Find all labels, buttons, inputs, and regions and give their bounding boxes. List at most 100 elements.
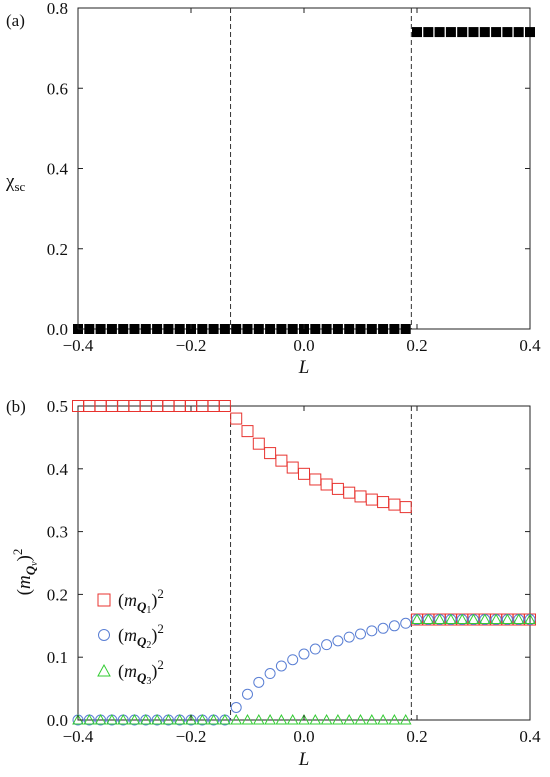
point-b-s2-25 (354, 713, 367, 725)
point-b-s2-15 (241, 713, 254, 725)
ytick-label: 0.2 (47, 240, 68, 259)
point-b-s1-23 (332, 635, 344, 647)
point-b-s1-17 (264, 668, 276, 680)
point-b-s2-12 (207, 713, 220, 725)
point-b-s2-32 (433, 613, 446, 625)
point-a-s0-31 (423, 27, 434, 38)
point-a-s0-30 (412, 27, 422, 38)
point-b-s2-33 (445, 613, 457, 625)
ytick-label: 0.0 (47, 320, 68, 339)
point-a-s0-2 (95, 324, 106, 334)
point-b-s2-22 (320, 713, 333, 725)
legend-label-2: (mQ3)2 (118, 657, 164, 687)
point-a-s0-1 (84, 324, 95, 334)
point-b-s2-9 (173, 713, 186, 725)
point-b-s2-26 (365, 713, 378, 725)
point-b-s0-23 (331, 482, 344, 495)
panel-b-ylabel-text: (mQν)2 (10, 549, 40, 596)
point-b-s2-1 (83, 713, 96, 725)
point-b-s2-13 (219, 713, 231, 725)
panel-b-marks (72, 400, 536, 726)
point-a-s0-38 (502, 27, 513, 38)
panel-a-ylabel-chi: χ (5, 171, 15, 192)
point-b-s2-24 (343, 713, 356, 725)
point-b-s2-29 (399, 713, 412, 725)
point-b-s0-26 (365, 493, 378, 506)
point-a-s0-32 (434, 27, 445, 38)
point-a-s0-34 (457, 27, 468, 38)
panel-a: (a) −0.4 −0.2 0.0 0.2 0.4 0.0 0.2 0.4 0.6 0.8 L χ… (5, 0, 541, 378)
point-b-s2-30 (411, 613, 423, 625)
xtick-label: −0.2 (176, 727, 207, 746)
point-a-s0-26 (366, 324, 377, 334)
panel-a-vlines (230, 8, 412, 329)
point-b-s0-17 (264, 447, 277, 460)
panel-a-ticks: −0.4 −0.2 0.0 0.2 0.4 0.0 0.2 0.4 0.6 0.8 (47, 0, 541, 355)
xtick-label: 0.2 (406, 727, 427, 746)
point-a-s0-15 (242, 324, 253, 334)
point-b-s2-8 (162, 713, 175, 725)
point-a-s0-37 (491, 27, 502, 38)
point-b-s0-28 (388, 498, 401, 511)
point-b-s2-17 (264, 713, 276, 725)
point-b-s0-24 (343, 486, 356, 499)
xtick-label: −0.4 (63, 336, 94, 355)
point-a-s0-23 (332, 324, 343, 334)
point-b-s1-15 (242, 688, 253, 700)
xtick-label: −0.2 (176, 336, 207, 355)
xtick-label: 0.0 (293, 336, 314, 355)
point-b-s2-7 (151, 713, 163, 725)
legend-marker-0 (97, 593, 111, 607)
panel-a-ylabel-text: χsc (5, 171, 25, 194)
panel-b-xlabel: L (298, 749, 310, 770)
point-b-s2-18 (275, 713, 288, 725)
point-a-s0-11 (197, 324, 208, 334)
point-b-s0-15 (241, 425, 254, 438)
point-b-s1-21 (309, 643, 321, 655)
point-a-s0-9 (174, 324, 185, 334)
point-b-s2-40 (524, 613, 536, 625)
point-b-s1-18 (275, 660, 287, 672)
point-a-s0-8 (163, 324, 174, 334)
panel-a-xlabel: L (298, 357, 310, 378)
point-b-s1-25 (355, 628, 366, 640)
point-b-s2-14 (230, 713, 243, 725)
point-b-s0-16 (252, 437, 265, 450)
point-a-s0-12 (208, 324, 219, 334)
point-b-s1-22 (321, 639, 333, 651)
xtick-label: 0.4 (519, 727, 541, 746)
point-b-s1-24 (343, 631, 355, 643)
point-b-s2-34 (456, 613, 469, 625)
point-b-s2-36 (478, 613, 491, 625)
point-a-s0-39 (513, 27, 524, 38)
point-b-s2-4 (117, 713, 130, 725)
point-b-s1-19 (287, 654, 299, 666)
point-a-s0-17 (265, 324, 276, 334)
point-b-s0-20 (298, 467, 310, 480)
point-b-s1-28 (388, 620, 400, 632)
point-b-s2-6 (139, 713, 152, 725)
point-b-s1-14 (230, 701, 242, 713)
point-b-s0-19 (286, 461, 299, 474)
panel-a-ylabel-sub: sc (14, 179, 25, 194)
point-b-s0-14 (230, 412, 243, 425)
point-b-s1-20 (298, 648, 310, 660)
panel-a-frame (77, 7, 531, 330)
point-b-s2-2 (94, 713, 107, 725)
point-b-s1-26 (366, 625, 378, 637)
point-b-s2-11 (196, 713, 209, 725)
ytick-label: 0.2 (47, 585, 68, 604)
legend-marker-1 (98, 629, 110, 641)
point-b-s2-5 (128, 713, 141, 725)
point-b-s1-16 (253, 676, 265, 688)
xtick-label: −0.4 (63, 727, 94, 746)
panel-a-ylabel: χsc (5, 171, 25, 194)
point-a-s0-27 (378, 324, 389, 334)
xtick-label: 0.2 (406, 336, 427, 355)
point-b-s2-35 (467, 613, 480, 625)
ytick-label: 0.3 (47, 523, 68, 542)
point-b-s2-21 (309, 713, 322, 725)
legend-label-0: (mQ1)2 (118, 586, 164, 616)
point-a-s0-33 (445, 27, 456, 38)
